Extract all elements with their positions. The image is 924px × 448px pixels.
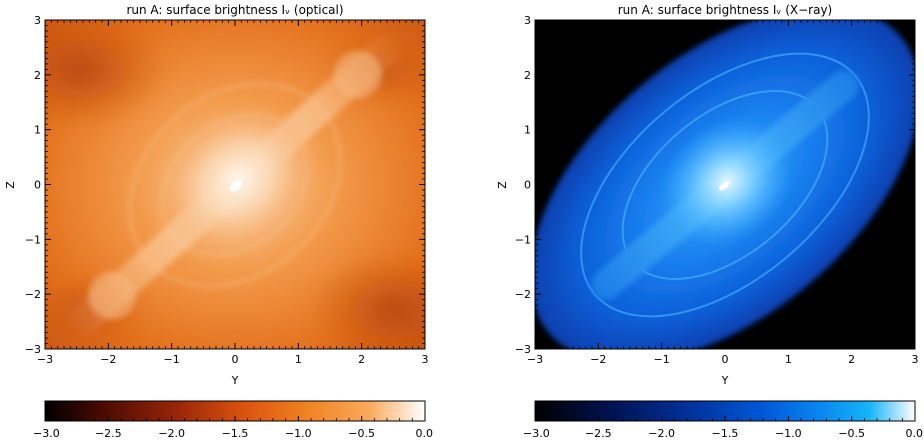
optical-ytick-label: 3	[34, 14, 41, 27]
xray-xtick-label: 3	[912, 353, 919, 366]
xray-colorbar-ticks: −3.0 −2.5 −2.0 −1.5 −1.0 −0.5 0.0	[523, 416, 923, 440]
xray-xtick-label: −1	[654, 353, 670, 366]
xray-xtick-label: −2	[590, 353, 606, 366]
optical-axes: −3 −2 −1 0 1 2 3 −3 −2 −1 0 1 2 3	[25, 14, 429, 366]
optical-ytick-label: −1	[25, 233, 41, 246]
xray-colorbar-tick-label: 0.0	[906, 427, 924, 440]
optical-ytick-label: −3	[25, 343, 41, 356]
xray-ytick-label: 3	[524, 14, 531, 27]
panel-optical: run A: surface brightness Iᵥ (optical)	[4, 3, 433, 440]
optical-image	[45, 20, 425, 349]
optical-colorbar-ticks: −3.0 −2.5 −2.0 −1.5 −1.0 −0.5 0.0	[33, 416, 433, 440]
xray-colorbar-tick-label: −0.5	[838, 427, 865, 440]
xray-ytick-label: −2	[515, 288, 531, 301]
xray-xtick-label: −3	[527, 353, 543, 366]
optical-colorbar-tick-label: −0.5	[348, 427, 375, 440]
xray-colorbar-tick-label: −3.0	[523, 427, 550, 440]
optical-ytick-label: 0	[34, 179, 41, 192]
xray-ytick-label: −1	[515, 233, 531, 246]
xray-ytick-label: 1	[524, 124, 531, 137]
optical-xtick-label: −2	[100, 353, 116, 366]
xray-xtick-label: 2	[848, 353, 855, 366]
xray-ylabel: Z	[496, 181, 509, 189]
xray-ytick-label: 2	[524, 69, 531, 82]
xray-image	[535, 20, 915, 349]
optical-colorbar-tick-label: −2.0	[158, 427, 185, 440]
optical-xtick-label: −3	[37, 353, 53, 366]
panel-optical-title: run A: surface brightness Iᵥ (optical)	[126, 3, 343, 17]
optical-xtick-label: −1	[164, 353, 180, 366]
xray-colorbar-tick-label: −2.0	[648, 427, 675, 440]
optical-xtick-label: 2	[358, 353, 365, 366]
optical-colorbar-tick-label: 0.0	[416, 427, 434, 440]
optical-xtick-label: 3	[422, 353, 429, 366]
optical-colorbar-tick-label: −2.5	[95, 427, 122, 440]
xray-colorbar-tick-label: −1.5	[712, 427, 739, 440]
optical-xtick-label: 1	[295, 353, 302, 366]
panel-xray-title: run A: surface brightness Iᵥ (X−ray)	[618, 3, 832, 17]
optical-ytick-label: −2	[25, 288, 41, 301]
xray-ytick-label: −3	[515, 343, 531, 356]
optical-ylabel: Z	[4, 181, 17, 189]
xray-colorbar-tick-label: −1.0	[775, 427, 802, 440]
optical-colorbar-tick-label: −1.5	[222, 427, 249, 440]
xray-xtick-label: 1	[785, 353, 792, 366]
xray-axes: −3 −2 −1 0 1 2 3 −3 −2 −1 0 1 2 3	[515, 14, 919, 366]
xray-ytick-label: 0	[524, 179, 531, 192]
optical-ytick-label: 1	[34, 124, 41, 137]
optical-colorbar-tick-label: −3.0	[33, 427, 60, 440]
xray-colorbar-tick-label: −2.5	[585, 427, 612, 440]
optical-xtick-label: 0	[232, 353, 239, 366]
optical-xlabel: Y	[231, 374, 239, 387]
optical-ytick-label: 2	[34, 69, 41, 82]
xray-xlabel: Y	[721, 374, 729, 387]
xray-xtick-label: 0	[722, 353, 729, 366]
panel-xray: run A: surface brightness Iᵥ (X−ray) −3−…	[496, 3, 923, 440]
optical-colorbar-tick-label: −1.0	[285, 427, 312, 440]
